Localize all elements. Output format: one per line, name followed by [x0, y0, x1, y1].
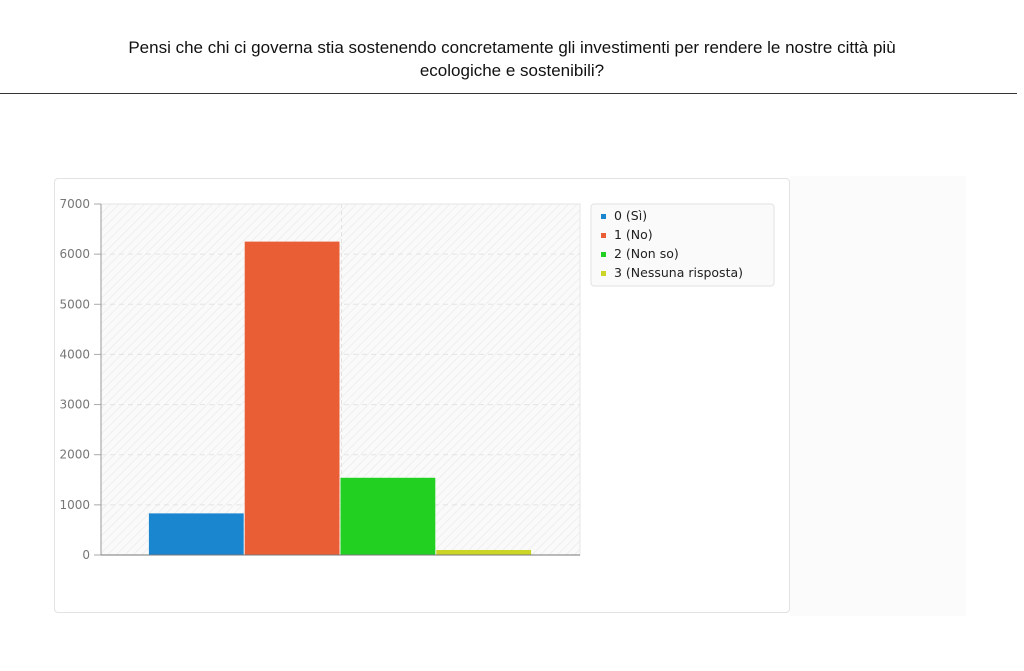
legend-swatch	[601, 271, 606, 276]
legend-box	[590, 203, 775, 287]
legend-swatch	[601, 233, 606, 238]
y-tick-label: 2000	[59, 448, 90, 462]
legend-entry-2[interactable]: 2 (Non so)	[614, 246, 679, 261]
y-tick-label: 5000	[59, 297, 90, 311]
legend-swatch	[601, 214, 606, 219]
legend-entry-1[interactable]: 1 (No)	[614, 227, 653, 242]
bar-0[interactable]	[148, 513, 244, 555]
y-tick-label: 6000	[59, 247, 90, 261]
question-line-2: ecologiche e sostenibili?	[419, 61, 605, 80]
question-title: Pensi che chi ci governa stia sostenendo…	[0, 36, 1024, 82]
y-tick-label: 3000	[59, 398, 90, 412]
bar-1[interactable]	[244, 241, 340, 555]
question-line-1: Pensi che chi ci governa stia sostenendo…	[128, 38, 896, 57]
y-tick-label: 4000	[59, 347, 90, 361]
bar-3[interactable]	[436, 549, 532, 555]
legend-swatch	[601, 252, 606, 257]
y-tick-label: 7000	[59, 197, 90, 211]
title-divider	[0, 93, 1017, 94]
legend-entry-3[interactable]: 3 (Nessuna risposta)	[614, 265, 743, 280]
y-tick-label: 0	[82, 548, 90, 562]
side-panel	[790, 176, 966, 616]
legend-entry-0[interactable]: 0 (Sì)	[614, 208, 647, 223]
bar-2[interactable]	[340, 477, 436, 555]
y-tick-label: 1000	[59, 498, 90, 512]
